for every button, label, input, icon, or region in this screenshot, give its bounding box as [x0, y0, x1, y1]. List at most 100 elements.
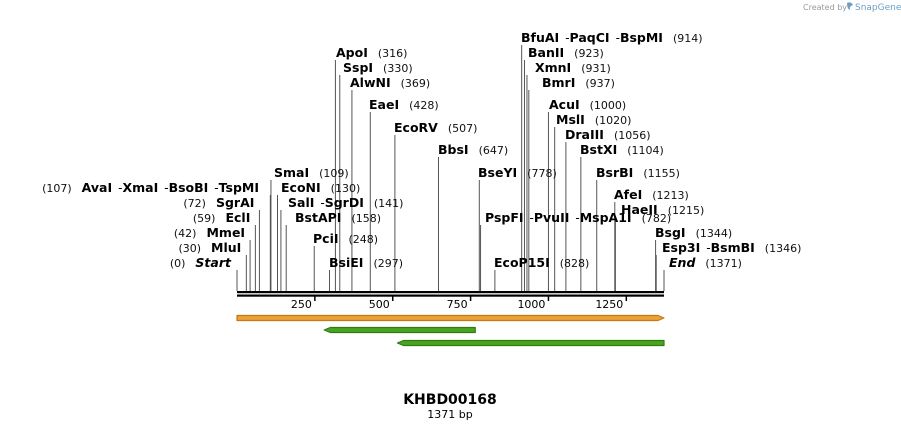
site-labels: (0) Start(30) MluI (42) MmeI(59) EclI (72) SgrA… — [42, 30, 801, 270]
site-name-bsiei: BsiEI — [329, 255, 363, 270]
plasmid-length: 1371 bp — [427, 408, 472, 421]
site-label-smai: SmaI (109) — [274, 165, 349, 180]
map-title-block: KHBD00168 1371 bp — [403, 392, 497, 421]
site-name-avai: AvaI — [82, 180, 112, 195]
site-label-ecorv: EcoRV (507) — [394, 120, 477, 135]
site-name-ecorv: EcoRV — [394, 120, 438, 135]
site-position: (1056) — [614, 129, 651, 142]
feature-arrow-orange-feature[interactable] — [236, 314, 665, 322]
axis-tick-label-1250: 1250 — [595, 298, 623, 311]
site-name-mspa1i: MspA1I — [580, 210, 632, 225]
site-name-eaei: EaeI — [369, 97, 399, 112]
site-label-bsiei: BsiEI (297) — [329, 255, 403, 270]
feature-arrow-green-feature-1[interactable] — [323, 326, 476, 334]
site-position: (782) — [642, 212, 672, 225]
site-name-pcii: PciI — [313, 231, 339, 246]
site-position: (42) — [174, 227, 197, 240]
site-name-draiii: DraIII — [565, 127, 604, 142]
site-label-end: End (1371) — [669, 255, 742, 270]
site-name-separator: - — [530, 211, 534, 225]
site-label-bbsi: BbsI (647) — [438, 142, 508, 157]
site-position: (109) — [319, 167, 349, 180]
site-name-separator: - — [575, 211, 579, 225]
features-track — [236, 314, 665, 347]
site-name-separator: - — [706, 241, 710, 255]
snapgene-logo-icon — [847, 2, 853, 11]
site-position: (107) — [42, 182, 72, 195]
site-name-bseyi: BseYI — [478, 165, 517, 180]
site-name-acui: AcuI — [549, 97, 580, 112]
site-label-draiii: DraIII (1056) — [565, 127, 651, 142]
site-leaders — [236, 45, 665, 291]
site-name-msli: MslI — [556, 112, 585, 127]
site-name-bsobi: BsoBI — [169, 180, 209, 195]
site-position: (1155) — [643, 167, 680, 180]
site-position: (931) — [581, 62, 611, 75]
watermark-created-by: Created by — [803, 3, 847, 12]
site-label-acui: AcuI (1000) — [549, 97, 626, 112]
site-name-separator: - — [214, 181, 218, 195]
watermark-brand: SnapGene — [855, 3, 901, 13]
site-position: (1213) — [652, 189, 689, 202]
site-name-end: End — [669, 255, 696, 270]
site-position: (158) — [351, 212, 381, 225]
site-name-sgrdi: SgrDI — [325, 195, 364, 210]
site-position: (1215) — [668, 204, 705, 217]
site-position: (937) — [585, 77, 615, 90]
site-label-mmei: (42) MmeI — [174, 225, 245, 240]
sequence-backbone: 250 500 750 1000 1250 — [237, 291, 664, 311]
site-label-ecop15i: EcoP15I (828) — [494, 255, 589, 270]
site-label-mlui: (30) MluI — [178, 240, 241, 255]
site-label-pspfi: PspFI -PvuII -MspA1I (782) — [485, 210, 671, 225]
site-label-start: (0) Start — [170, 255, 232, 270]
site-name-bstapi: BstAPI — [295, 210, 341, 225]
site-position: (141) — [374, 197, 404, 210]
site-position: (1346) — [765, 242, 802, 255]
site-name-bfuai: BfuAI — [521, 30, 559, 45]
backbone-bottom-strand — [237, 294, 664, 297]
feature-arrow-green-feature-2[interactable] — [396, 339, 665, 347]
axis-tick-label-250: 250 — [291, 298, 312, 311]
site-name-haeii: HaeII — [621, 202, 658, 217]
site-position: (778) — [527, 167, 557, 180]
site-name-xmni: XmnI — [535, 60, 571, 75]
axis-tick-label-1000: 1000 — [517, 298, 545, 311]
site-position: (316) — [378, 47, 408, 60]
site-label-econi: EcoNI (130) — [281, 180, 360, 195]
site-label-apoi: ApoI (316) — [336, 45, 407, 60]
site-label-msli: MslI (1020) — [556, 112, 631, 127]
site-name-sgrai: SgrAI — [216, 195, 254, 210]
site-label-xmni: XmnI (931) — [535, 60, 611, 75]
site-label-avai: (107) AvaI -XmaI -BsoBI -TspMI — [42, 180, 259, 195]
site-position: (1000) — [590, 99, 627, 112]
site-label-alwni: AlwNI (369) — [350, 75, 430, 90]
site-label-ecli: (59) EclI — [193, 210, 250, 225]
site-position: (72) — [183, 197, 206, 210]
site-name-apoi: ApoI — [336, 45, 368, 60]
site-name-separator: - — [320, 196, 324, 210]
site-name-bspmi: BspMI — [620, 30, 663, 45]
site-name-separator: - — [118, 181, 122, 195]
site-position: (369) — [401, 77, 431, 90]
site-name-separator: - — [616, 31, 620, 45]
site-position: (330) — [383, 62, 413, 75]
site-name-bbsi: BbsI — [438, 142, 469, 157]
site-position: (914) — [673, 32, 703, 45]
site-label-afei: AfeI (1213) — [614, 187, 689, 202]
site-name-paqci: PaqCI — [570, 30, 610, 45]
snapgene-watermark: Created by SnapGene — [803, 2, 901, 13]
site-position: (59) — [193, 212, 216, 225]
site-position: (507) — [448, 122, 478, 135]
site-label-banii: BanII (923) — [528, 45, 604, 60]
site-position: (130) — [331, 182, 361, 195]
site-name-bsmbi: BsmBI — [711, 240, 755, 255]
site-name-separator: - — [164, 181, 168, 195]
site-name-separator: - — [565, 31, 569, 45]
site-name-xmai: XmaI — [122, 180, 158, 195]
site-name-econi: EcoNI — [281, 180, 321, 195]
site-label-bsgi: BsgI (1344) — [655, 225, 732, 240]
site-name-banii: BanII — [528, 45, 564, 60]
site-label-sspi: SspI (330) — [343, 60, 413, 75]
site-position: (30) — [178, 242, 201, 255]
